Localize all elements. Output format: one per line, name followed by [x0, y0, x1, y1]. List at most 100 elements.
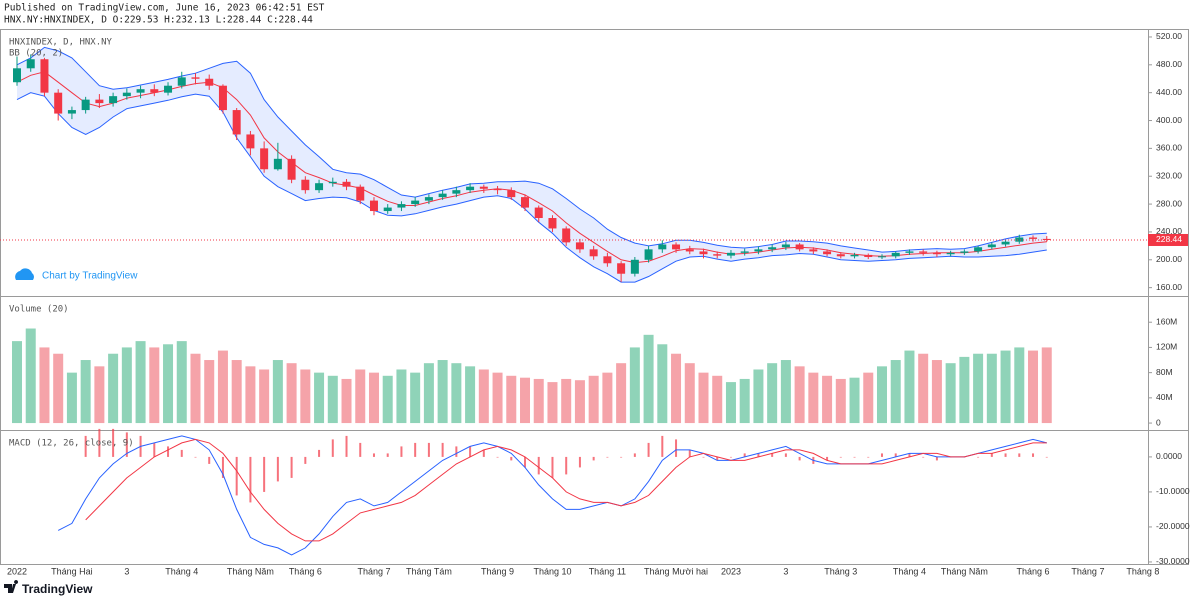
y-tick-label: 160.00 [1156, 282, 1182, 292]
y-tick-label: 280.00 [1156, 198, 1182, 208]
symbol-line: HNX.NY:HNXINDEX, D O:229.53 H:232.13 L:2… [4, 15, 313, 26]
candle-body [315, 183, 324, 191]
y-tick-label: 120M [1156, 342, 1177, 352]
macd-histogram-bar [839, 456, 842, 458]
signal-line [85, 438, 1047, 542]
x-tick-label: Tháng 6 [289, 566, 322, 576]
macd-histogram-bar [990, 453, 993, 457]
volume-bar [712, 375, 723, 424]
volume-bar [355, 369, 366, 424]
volume-bar [39, 347, 50, 424]
candle-body [218, 85, 227, 111]
macd-histogram-bar [427, 442, 430, 457]
macd-histogram-bar [469, 446, 472, 457]
x-tick-label: Tháng Hai [51, 566, 93, 576]
x-tick-label: Tháng 3 [824, 566, 857, 576]
candle-body [960, 251, 969, 253]
macd-histogram-bar [620, 456, 623, 458]
candle-body [768, 247, 777, 250]
volume-bar [780, 360, 791, 424]
volume-bar [108, 353, 119, 424]
candle-body [589, 249, 598, 257]
candle-body [301, 179, 310, 191]
x-tick-label: Tháng 11 [589, 566, 626, 576]
volume-bar [918, 353, 929, 424]
x-tick-label: Tháng 4 [165, 566, 198, 576]
y-tick-label: 0 [1156, 417, 1161, 427]
macd-legend: MACD (12, 26, close, 9) [9, 439, 134, 449]
candle-body [411, 200, 420, 205]
macd-histogram-bar [414, 442, 417, 457]
x-tick-label: Tháng Tám [406, 566, 452, 576]
candle-body [287, 158, 296, 180]
candle-body [781, 244, 790, 248]
candle-body [1015, 237, 1024, 242]
candle-body [987, 244, 996, 248]
candle-body [740, 251, 749, 253]
candle-body [521, 197, 530, 208]
volume-bar [698, 372, 709, 424]
volume-bar [25, 328, 36, 424]
volume-bar [561, 378, 572, 424]
macd-histogram-bar [1032, 453, 1035, 457]
bb-legend: BB (20, 2) [9, 49, 63, 59]
candle-body [891, 252, 900, 257]
volume-bar [327, 375, 338, 424]
macd-histogram-bar [263, 456, 266, 492]
volume-bar [616, 363, 627, 424]
volume-bar [245, 366, 256, 424]
volume-bar [959, 356, 970, 424]
volume-bar [341, 378, 352, 424]
volume-bar [465, 366, 476, 424]
candle-body [726, 252, 735, 256]
candle-body [26, 59, 35, 69]
volume-bar [629, 347, 640, 424]
volume-legend: Volume (20) [9, 305, 69, 315]
bb-basis [16, 71, 1047, 264]
macd-histogram-bar [290, 456, 293, 478]
volume-bar [547, 382, 558, 424]
macd-histogram-bar [743, 453, 746, 457]
volume-bar [835, 378, 846, 424]
candle-body [232, 110, 241, 135]
macd-histogram-bar [771, 453, 774, 457]
macd-histogram-bar [675, 439, 678, 457]
candle-body [493, 188, 502, 191]
candle-body [672, 244, 681, 250]
x-tick-label: Tháng 4 [893, 566, 926, 576]
volume-bar [368, 372, 379, 424]
volume-bar [643, 334, 654, 424]
candle-body [177, 77, 186, 86]
macd-histogram-bar [1018, 453, 1021, 457]
candle-body [246, 134, 255, 149]
candle-body [754, 249, 763, 252]
candle-body [1029, 237, 1038, 239]
candle-body [466, 186, 475, 191]
macd-histogram-bar [510, 456, 513, 461]
candle-body [877, 256, 886, 258]
candle-body [369, 200, 378, 212]
macd-histogram-bar [894, 453, 897, 457]
plot-layer: 160.00 200.00 240.00 280.00 320.00 360.00 400.… [0, 31, 1190, 576]
volume-bar [753, 369, 764, 424]
candle-body [548, 218, 557, 229]
volume-bar [231, 360, 242, 424]
macd-histogram-bar [551, 456, 554, 478]
candle-body [1042, 238, 1051, 240]
y-tick-label: 480.00 [1156, 59, 1182, 69]
volume-bar [986, 353, 997, 424]
macd-histogram-bar [908, 453, 911, 457]
macd-histogram-bar [867, 456, 870, 458]
macd-histogram-bar [194, 456, 197, 458]
candle-body [81, 99, 90, 111]
macd-histogram-bar [208, 456, 211, 464]
volume-bar [176, 341, 187, 424]
volume-bar [574, 380, 585, 424]
macd-histogram-bar [98, 428, 101, 457]
candle-body [685, 249, 694, 252]
candle-body [658, 244, 667, 250]
y-tick-label: 360.00 [1156, 143, 1182, 153]
volume-bar [272, 360, 283, 424]
macd-histogram-bar [400, 446, 403, 457]
